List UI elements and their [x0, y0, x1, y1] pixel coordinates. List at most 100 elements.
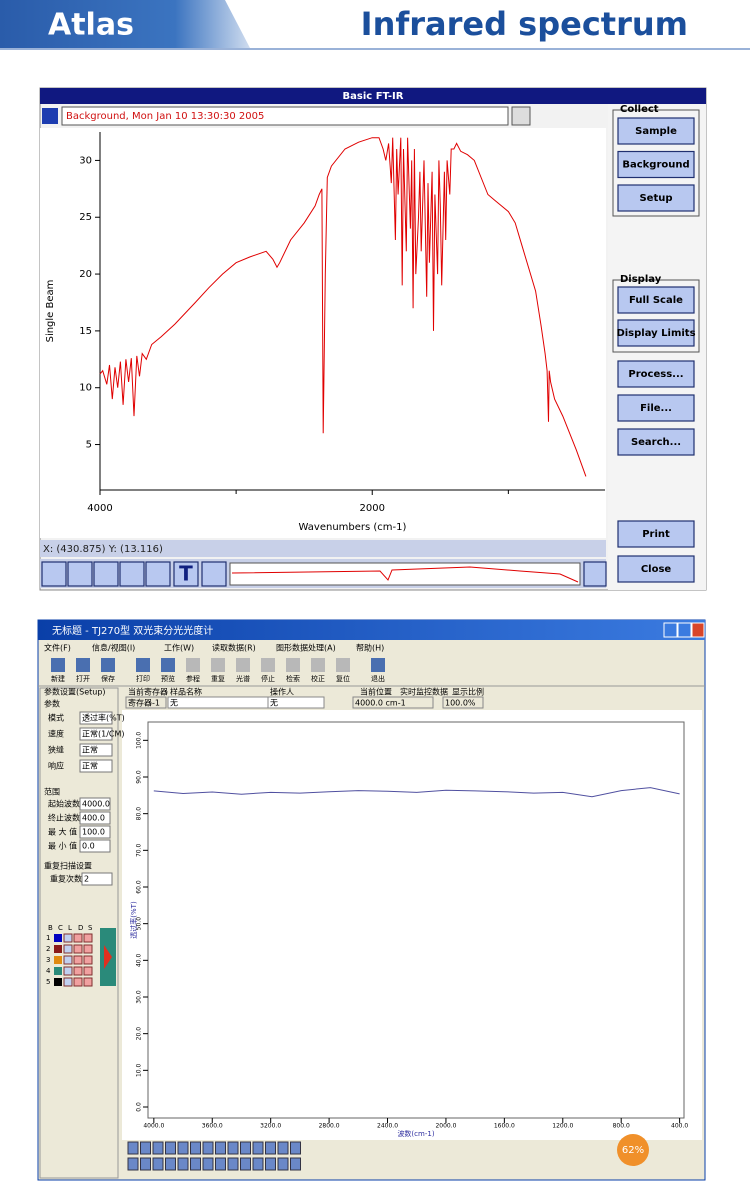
register-check[interactable] [83, 977, 93, 987]
field-box[interactable] [79, 797, 111, 811]
menu-item[interactable]: 工作(W) [164, 643, 194, 653]
field-box[interactable] [79, 811, 111, 825]
field-value-box[interactable] [167, 696, 269, 709]
tool-icon[interactable] [215, 1141, 226, 1155]
tool-icon[interactable] [277, 1141, 289, 1155]
tool-icon[interactable] [240, 1141, 251, 1155]
field-box[interactable] [79, 825, 111, 839]
register-check[interactable] [83, 933, 93, 943]
toolbar-icon[interactable] [236, 658, 250, 672]
tool-icon[interactable] [152, 1157, 164, 1171]
tool-icon[interactable] [190, 1157, 201, 1171]
button[interactable] [617, 319, 695, 347]
field-box[interactable] [79, 839, 111, 853]
tool-icon[interactable] [177, 1141, 189, 1155]
tool-icon[interactable] [202, 1141, 214, 1155]
menu-item[interactable]: 文件(F) [44, 643, 71, 653]
tool-icon[interactable] [165, 1157, 176, 1171]
toolbar-icon[interactable] [286, 658, 300, 672]
toolbar-icon[interactable] [51, 658, 65, 672]
button[interactable] [617, 428, 695, 456]
register-color[interactable] [54, 956, 62, 964]
tool-button[interactable] [93, 561, 119, 587]
toolbar-icon[interactable] [336, 658, 350, 672]
tool-icon[interactable] [265, 1157, 276, 1171]
toolbar-icon[interactable] [76, 658, 90, 672]
register-check[interactable] [83, 966, 93, 976]
tool-icon[interactable] [190, 1141, 201, 1155]
field-box[interactable] [79, 743, 113, 757]
field-box[interactable] [79, 759, 113, 773]
tool-icon[interactable] [127, 1157, 139, 1171]
button[interactable] [617, 117, 695, 145]
button[interactable] [617, 286, 695, 314]
tool-icon[interactable] [127, 1141, 139, 1155]
repeat-field[interactable] [81, 872, 113, 886]
tool-icon[interactable] [177, 1157, 189, 1171]
info-dropdown[interactable] [511, 106, 531, 126]
field-value-box[interactable] [125, 696, 167, 709]
toolbar-icon[interactable] [161, 658, 175, 672]
win-btn[interactable] [677, 622, 692, 638]
button[interactable] [617, 394, 695, 422]
toolbar-icon[interactable] [211, 658, 225, 672]
button[interactable] [617, 150, 695, 179]
register-color[interactable] [54, 967, 62, 975]
win-btn[interactable] [663, 622, 678, 638]
tool-button[interactable] [583, 561, 607, 587]
menu-item[interactable]: 帮助(H) [356, 643, 384, 653]
button[interactable] [617, 520, 695, 548]
toolbar-icon[interactable] [311, 658, 325, 672]
tool-button[interactable] [119, 561, 145, 587]
tool-button[interactable] [173, 561, 199, 587]
tool-icon[interactable] [252, 1141, 264, 1155]
win-close[interactable] [691, 622, 705, 638]
tool-icon[interactable] [290, 1141, 301, 1155]
register-check[interactable] [73, 933, 83, 943]
menu-item[interactable]: 信息/视图(I) [92, 643, 135, 653]
register-color[interactable] [54, 934, 62, 942]
button[interactable] [617, 360, 695, 388]
field-value-box[interactable] [352, 696, 434, 709]
field-box[interactable] [79, 711, 113, 725]
menu-item[interactable]: 图形数据处理(A) [276, 643, 336, 653]
register-check[interactable] [73, 955, 83, 965]
register-check[interactable] [63, 944, 73, 954]
tool-icon[interactable] [277, 1157, 289, 1171]
register-color[interactable] [54, 978, 62, 986]
register-color[interactable] [54, 945, 62, 953]
field-value-box[interactable] [442, 696, 484, 709]
tool-button[interactable] [145, 561, 171, 587]
tool-icon[interactable] [265, 1141, 276, 1155]
toolbar-icon[interactable] [371, 658, 385, 672]
button[interactable] [617, 555, 695, 583]
register-check[interactable] [83, 955, 93, 965]
tool-icon[interactable] [215, 1157, 226, 1171]
register-check[interactable] [63, 977, 73, 987]
tool-icon[interactable] [165, 1141, 176, 1155]
field-value-box[interactable] [267, 696, 325, 709]
field-box[interactable] [79, 727, 113, 741]
tool-icon[interactable] [140, 1157, 151, 1171]
tool-icon[interactable] [152, 1141, 164, 1155]
tool-icon[interactable] [252, 1157, 264, 1171]
tool-icon[interactable] [240, 1157, 251, 1171]
toolbar-icon[interactable] [136, 658, 150, 672]
register-check[interactable] [83, 944, 93, 954]
tool-button[interactable] [67, 561, 93, 587]
tool-icon[interactable] [227, 1141, 239, 1155]
tool-button[interactable] [201, 561, 227, 587]
register-check[interactable] [63, 966, 73, 976]
toolbar-icon[interactable] [261, 658, 275, 672]
menu-item[interactable]: 读取数据(R) [212, 643, 256, 653]
button[interactable] [617, 184, 695, 212]
tool-icon[interactable] [202, 1157, 214, 1171]
toolbar-icon[interactable] [101, 658, 115, 672]
register-check[interactable] [73, 944, 83, 954]
tool-button[interactable] [41, 561, 67, 587]
register-check[interactable] [63, 955, 73, 965]
tool-icon[interactable] [290, 1157, 301, 1171]
toolbar-icon[interactable] [186, 658, 200, 672]
register-check[interactable] [73, 977, 83, 987]
tool-icon[interactable] [227, 1157, 239, 1171]
